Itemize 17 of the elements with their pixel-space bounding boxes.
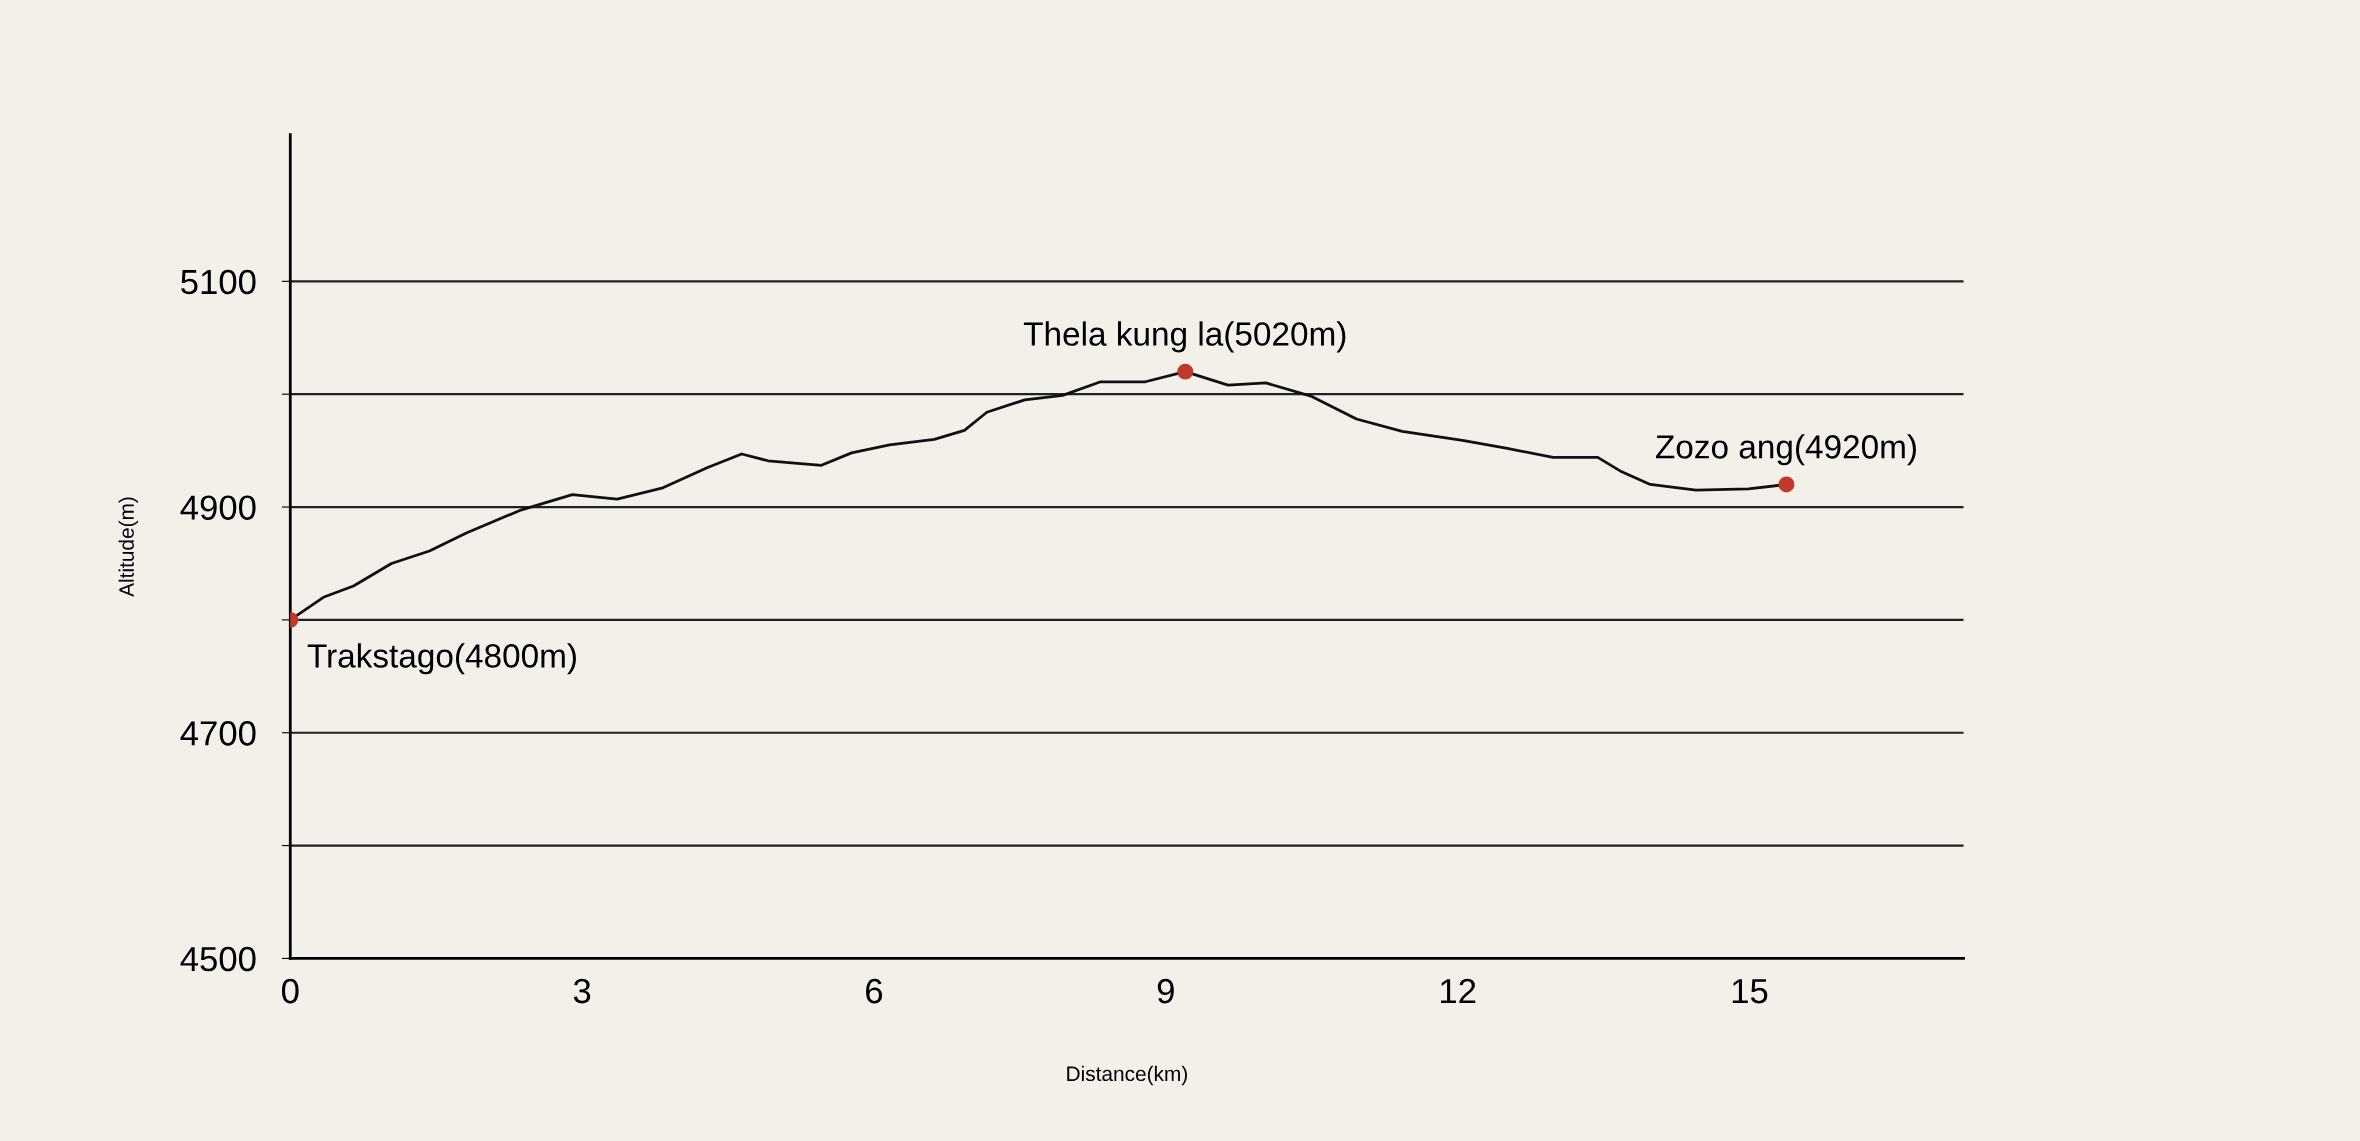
y-tick-label: 4500	[180, 946, 256, 972]
x-tick-label: 3	[573, 978, 591, 1004]
y-tick-label: 4900	[180, 495, 256, 520]
y-tick-label: 4700	[180, 721, 256, 746]
annotation: Zozo ang(4920m)	[1655, 434, 1916, 466]
x-tick-label: 0	[281, 978, 299, 1004]
annotation: Thela kung la(5020m)	[1023, 321, 1346, 353]
y-axis-title: Altitude(m)	[118, 497, 139, 597]
x-axis-title: Distance(km)	[1067, 1065, 1187, 1086]
y-tick-label: 5100	[181, 269, 256, 295]
x-tick-label: 9	[1157, 978, 1174, 1004]
x-tick-label: 6	[866, 978, 883, 1004]
annotation: Trakstago(4800m)	[307, 643, 576, 675]
x-tick-label: 15	[1732, 979, 1768, 1004]
x-tick-label: 12	[1441, 978, 1476, 1004]
point	[1177, 363, 1194, 380]
point	[1778, 476, 1795, 493]
